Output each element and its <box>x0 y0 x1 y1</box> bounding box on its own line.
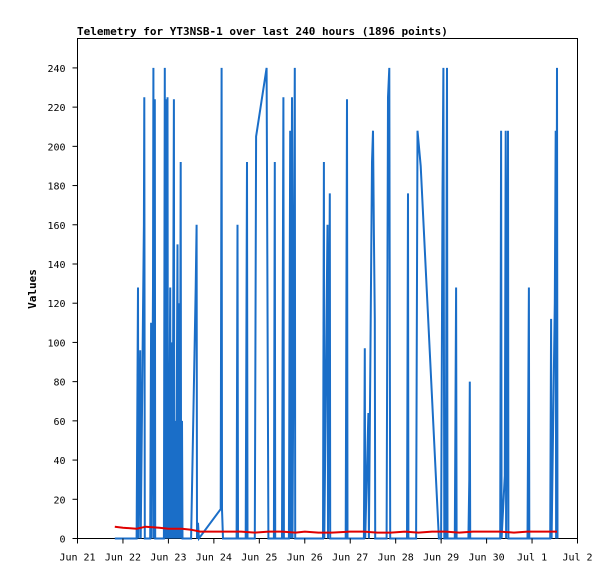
y-tick-label: 0 <box>59 535 65 546</box>
x-tick-label: Jun 30 <box>469 553 505 564</box>
x-tick-label: Jul 2 <box>562 553 592 564</box>
y-tick-label: 220 <box>47 103 65 114</box>
y-tick-label: 120 <box>47 299 65 310</box>
x-tick-label: Jun 24 <box>196 553 232 564</box>
x-tick-label: Jun 27 <box>332 553 368 564</box>
series-line-1 <box>114 67 559 542</box>
y-tick-label: 140 <box>47 260 65 271</box>
y-axis: 0 20 40 60 80 100 120 140 160 180 200 220 240 <box>47 64 78 546</box>
y-tick-label: 200 <box>47 142 65 153</box>
y-tick-label: 240 <box>47 64 65 75</box>
x-tick-label: Jun 22 <box>105 553 141 564</box>
chart-title: Telemetry for YT3NSB-1 over last 240 hou… <box>77 25 448 38</box>
series-layer <box>114 67 559 542</box>
y-tick-label: 180 <box>47 182 65 193</box>
y-tick-label: 20 <box>53 495 65 506</box>
y-tick-label: 160 <box>47 221 65 232</box>
x-tick-label: Jun 25 <box>241 553 277 564</box>
y-tick-label: 60 <box>53 417 65 428</box>
x-tick-label: Jun 23 <box>150 553 186 564</box>
x-tick-label: Jun 29 <box>423 553 459 564</box>
y-axis-label: Values <box>26 269 39 309</box>
y-tick-label: 100 <box>47 338 65 349</box>
series-line-2 <box>114 525 557 534</box>
y-tick-label: 40 <box>53 456 65 467</box>
y-tick-label: 80 <box>53 378 65 389</box>
x-tick-label: Jul 1 <box>517 553 547 564</box>
x-tick-label: Jun 21 <box>59 553 95 564</box>
x-tick-label: Jun 26 <box>287 553 323 564</box>
x-axis: Jun 21 Jun 22 Jun 23 Jun 24 Jun 25 Jun 26 Jun … <box>59 538 593 564</box>
x-tick-label: Jun 28 <box>378 553 414 564</box>
